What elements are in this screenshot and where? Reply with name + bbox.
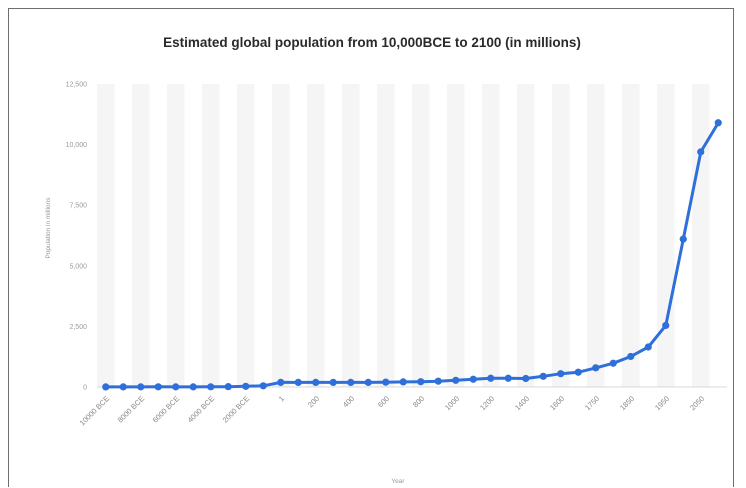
data-point <box>644 343 652 351</box>
population-points <box>102 119 722 391</box>
grid-band <box>517 84 535 387</box>
data-point <box>364 378 372 386</box>
x-tick-label: 10000 BCE <box>78 394 111 427</box>
grid-band <box>447 84 465 387</box>
chart-frame: Estimated global population from 10,000B… <box>8 8 734 487</box>
data-point <box>154 383 162 391</box>
data-point <box>224 383 232 391</box>
x-tick-label: 200 <box>306 394 321 409</box>
x-tick-label: 1950 <box>653 394 671 412</box>
data-point <box>487 374 495 382</box>
data-point <box>679 235 687 243</box>
data-point <box>119 383 127 391</box>
x-tick-label: 600 <box>376 394 391 409</box>
grid-band <box>307 84 325 387</box>
data-point <box>102 383 110 391</box>
data-point <box>172 383 180 391</box>
x-tick-label: 2000 BCE <box>221 394 252 425</box>
grid-band <box>167 84 185 387</box>
grid-band <box>237 84 255 387</box>
grid-band <box>97 84 115 387</box>
x-tick-label: 400 <box>341 394 356 409</box>
x-axis-ticks: 10000 BCE 8000 BCE 6000 BCE 4000 BCE 2000 BC… <box>78 394 706 427</box>
grid-band <box>552 84 570 387</box>
grid-bands <box>97 84 710 387</box>
data-point <box>347 378 355 386</box>
grid-band <box>657 84 675 387</box>
grid-band <box>342 84 360 387</box>
grid-band <box>132 84 150 387</box>
y-axis-label: Population in millions <box>45 197 52 259</box>
x-tick-label: 2050 <box>688 394 706 412</box>
x-tick-label: 4000 BCE <box>186 394 217 425</box>
grid-band <box>587 84 605 387</box>
data-point <box>504 374 512 382</box>
grid-band <box>692 84 710 387</box>
data-point <box>662 321 670 330</box>
grid-band <box>377 84 395 387</box>
data-point <box>417 378 425 386</box>
data-point <box>189 383 197 391</box>
y-axis-ticks: 0 2,500 5,000 7,500 10,000 12,500 <box>66 82 88 392</box>
chart-canvas: Estimated global population from 10,000B… <box>45 35 727 485</box>
data-point <box>434 377 442 385</box>
x-tick-label: 1400 <box>513 394 531 412</box>
data-point <box>592 364 600 372</box>
grid-band <box>272 84 290 387</box>
data-point <box>277 378 285 386</box>
chart-title: Estimated global population from 10,000B… <box>163 35 581 50</box>
y-tick-label: 5,000 <box>69 263 87 270</box>
grid-band <box>412 84 430 387</box>
grid-band <box>202 84 220 387</box>
x-tick-label: 800 <box>411 394 426 409</box>
data-point <box>242 382 250 390</box>
data-point <box>259 382 267 390</box>
y-tick-label: 0 <box>83 385 87 392</box>
x-axis-label: Year <box>391 478 405 485</box>
grid-band <box>482 84 500 387</box>
data-point <box>714 119 722 127</box>
data-point <box>539 372 547 380</box>
data-point <box>294 378 302 386</box>
x-tick-label: 1000 <box>443 394 461 412</box>
data-point <box>627 352 635 361</box>
data-point <box>522 374 530 383</box>
data-point <box>312 378 320 386</box>
data-point <box>329 378 337 386</box>
data-point <box>609 359 617 367</box>
y-tick-label: 2,500 <box>69 324 87 331</box>
x-tick-label: 1600 <box>548 394 566 412</box>
x-tick-label: 1750 <box>583 394 601 412</box>
data-point <box>557 370 565 378</box>
data-point <box>137 383 145 391</box>
grid-band <box>622 84 640 387</box>
data-point <box>399 378 407 386</box>
y-tick-label: 10,000 <box>66 142 88 149</box>
x-tick-label: 1 <box>277 394 286 403</box>
data-point <box>382 378 390 386</box>
data-point <box>574 368 582 376</box>
x-tick-label: 8000 BCE <box>116 394 147 425</box>
x-tick-label: 6000 BCE <box>151 394 182 425</box>
y-tick-label: 7,500 <box>69 203 87 210</box>
data-point <box>697 148 705 156</box>
x-tick-label: 1850 <box>618 394 636 412</box>
x-tick-label: 1200 <box>478 394 496 412</box>
data-point <box>207 383 215 391</box>
y-tick-label: 12,500 <box>66 82 88 89</box>
data-point <box>469 375 477 383</box>
data-point <box>452 376 460 384</box>
